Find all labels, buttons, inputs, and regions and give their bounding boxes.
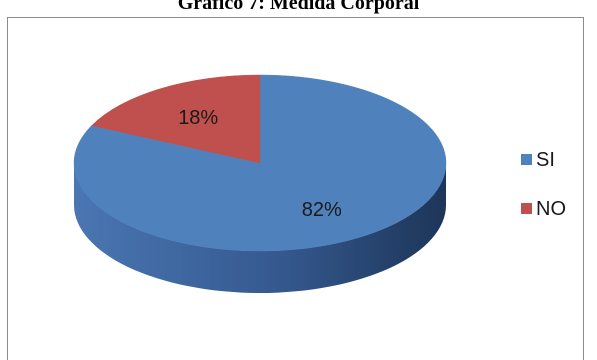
legend-label-si: SI	[536, 149, 555, 171]
data-label-no: 18%	[178, 107, 218, 129]
chart-title: Gráfico 7: Medida Corporal	[177, 0, 420, 14]
slice-no	[91, 74, 261, 164]
chart-frame	[7, 17, 584, 360]
legend-label-no: NO	[536, 198, 566, 220]
legend-swatch-si	[521, 154, 532, 165]
legend-swatch-no	[521, 203, 532, 214]
slice-side-si	[74, 163, 446, 293]
data-label-si: 82%	[302, 199, 342, 221]
